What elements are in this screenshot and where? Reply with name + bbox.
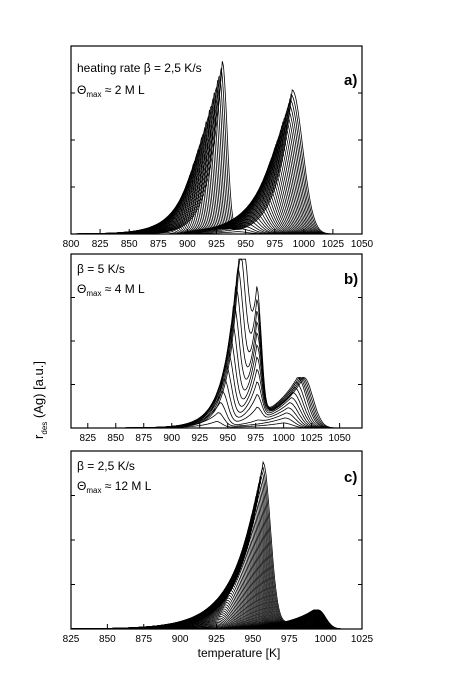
x-tick-label: 925: [208, 239, 225, 250]
x-tick-label: 975: [281, 634, 298, 645]
panel-a-x-ticks: 800 825 850 875 900 925 950 975 1000 1025 1050: [63, 92, 374, 250]
panel-a-annotation-coverage: Θmax ≈ 2 M L: [77, 83, 145, 99]
x-tick-label: 875: [135, 433, 152, 444]
x-tick-label: 825: [79, 433, 96, 444]
spectrum-curve: [71, 286, 362, 429]
x-tick-label: 825: [63, 634, 80, 645]
x-tick-label: 900: [179, 239, 196, 250]
x-tick-label: 925: [191, 433, 208, 444]
spectrum-curve: [71, 168, 362, 235]
x-tick-label: 875: [135, 634, 152, 645]
x-axis-label: temperature [K]: [198, 646, 281, 660]
spectrum-curve: [71, 351, 362, 429]
panel-c-annotation-rate: β = 2,5 K/s: [77, 459, 135, 473]
x-tick-label: 975: [247, 433, 264, 444]
x-tick-label: 1000: [293, 239, 316, 250]
x-tick-label: 1000: [273, 433, 296, 444]
x-tick-label: 1050: [328, 433, 351, 444]
spectrum-curve: [71, 320, 362, 429]
x-tick-label: 1025: [322, 239, 345, 250]
x-tick-label: 1050: [351, 239, 374, 250]
panel-c-annotation-coverage: Θmax ≈ 12 M L: [77, 479, 152, 495]
x-tick-label: 1000: [315, 634, 338, 645]
spectrum-curve: [71, 304, 362, 429]
panel-b-annotation-coverage: Θmax ≈ 4 M L: [77, 282, 145, 298]
x-tick-label: 975: [266, 239, 283, 250]
panel-c-x-ticks: 825 850 875 900 925 950 975 1000 1025: [63, 495, 374, 645]
panel-c-label: c): [344, 469, 357, 486]
x-tick-label: 800: [63, 239, 80, 250]
x-tick-label: 875: [150, 239, 167, 250]
x-tick-label: 900: [163, 433, 180, 444]
panel-c: 825 850 875 900 925 950 975 1000 1025 β = 2,5 K/…: [63, 450, 374, 645]
panel-a-label: a): [344, 72, 357, 89]
x-tick-label: 950: [219, 433, 236, 444]
panel-a: 800 825 850 875 900 925 950 975 1000 1025 1050 hea…: [63, 45, 374, 250]
panel-a-annotation-rate: heating rate β = 2,5 K/s: [77, 61, 202, 75]
spectrum-curve: [71, 163, 362, 235]
panel-b-x-ticks: 825 850 875 900 925 950 975 1000 1025 1050: [71, 297, 362, 444]
x-tick-label: 950: [237, 239, 254, 250]
x-tick-label: 925: [208, 634, 225, 645]
panel-b: 825 850 875 900 925 950 975 1000 1025 1050 β = 5 …: [70, 253, 363, 444]
x-tick-label: 950: [245, 634, 262, 645]
y-axis-label: rdes (Ag) [a.u.]: [31, 361, 49, 439]
panel-b-label: b): [344, 271, 358, 288]
x-tick-label: 850: [121, 239, 138, 250]
x-tick-label: 1025: [301, 433, 324, 444]
x-tick-label: 825: [92, 239, 109, 250]
x-tick-label: 850: [99, 634, 116, 645]
panel-b-annotation-rate: β = 5 K/s: [77, 262, 125, 276]
x-tick-label: 1025: [351, 634, 374, 645]
x-tick-label: 900: [172, 634, 189, 645]
x-tick-label: 850: [107, 433, 124, 444]
